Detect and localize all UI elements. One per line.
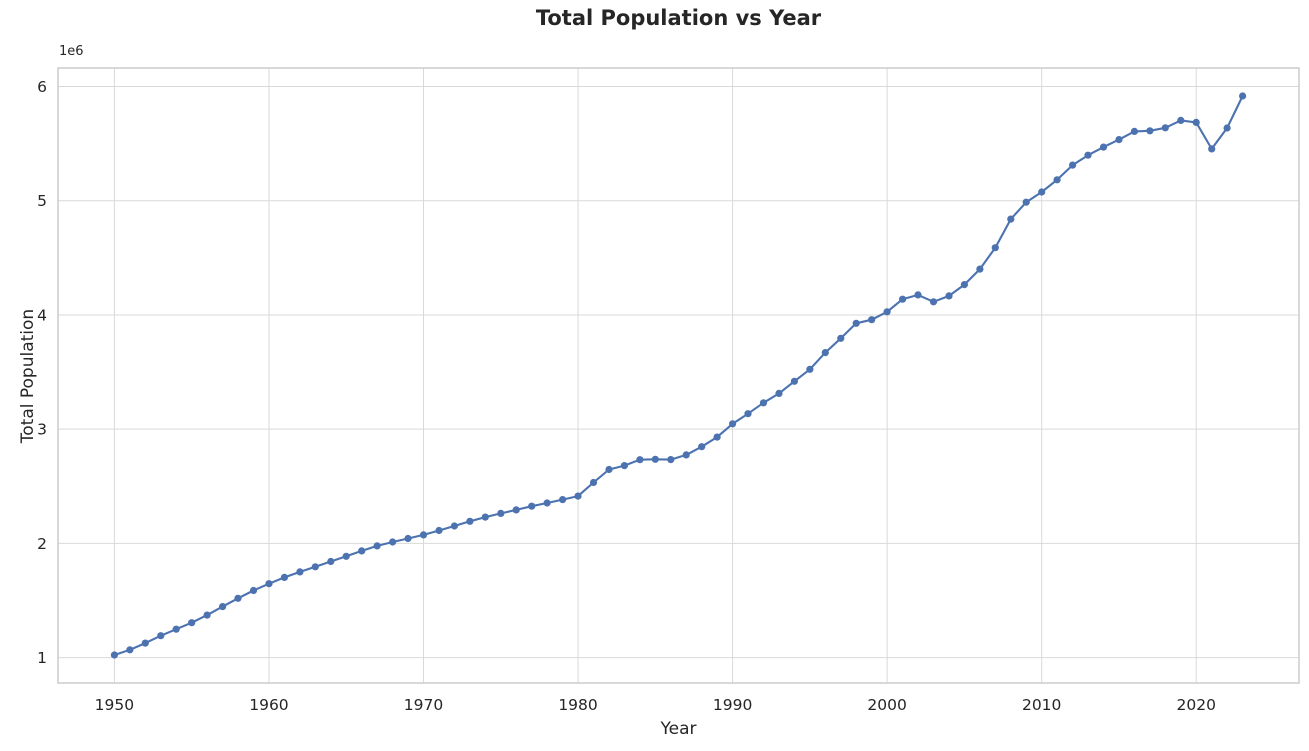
y-tick-label: 5	[37, 192, 47, 210]
x-tick-label: 1960	[249, 696, 288, 714]
data-point-marker	[373, 542, 381, 550]
x-axis-label: Year	[660, 719, 697, 739]
data-point-marker	[311, 563, 319, 571]
data-point-marker	[790, 377, 799, 385]
data-point-marker	[1007, 215, 1015, 223]
data-point-marker	[1069, 161, 1077, 169]
data-point-marker	[1115, 136, 1123, 144]
y-tick-label: 4	[37, 306, 47, 324]
y-axis-offset-label: 1e6	[59, 44, 84, 59]
data-point-marker	[806, 365, 814, 373]
data-point-marker	[1239, 92, 1247, 100]
y-axis-label: Total Population	[18, 308, 38, 444]
data-point-marker	[1099, 143, 1108, 151]
data-point-marker	[157, 632, 165, 640]
data-point-marker	[296, 568, 304, 576]
data-point-marker	[605, 465, 613, 474]
x-tick-label: 1980	[558, 696, 597, 714]
data-point-marker	[821, 349, 829, 357]
data-point-marker	[559, 496, 567, 504]
data-point-marker	[744, 410, 752, 418]
data-point-marker	[837, 334, 845, 342]
data-point-marker	[620, 462, 629, 470]
data-point-marker	[991, 244, 999, 252]
x-tick-label: 1970	[404, 696, 443, 714]
data-point-marker	[450, 522, 458, 530]
data-point-marker	[945, 292, 953, 300]
data-point-marker	[574, 492, 582, 500]
data-point-marker	[1177, 116, 1185, 124]
data-point-marker	[636, 456, 644, 464]
data-point-marker	[698, 443, 706, 451]
x-tick-label: 2010	[1022, 696, 1061, 714]
data-point-marker	[1223, 124, 1231, 132]
data-point-marker	[497, 509, 505, 517]
data-point-marker	[1161, 124, 1169, 132]
data-point-marker	[1022, 198, 1030, 206]
data-point-marker	[682, 451, 690, 459]
data-point-marker	[899, 295, 907, 303]
data-point-marker	[188, 619, 196, 627]
data-point-marker	[512, 506, 520, 514]
data-point-marker	[110, 651, 118, 659]
data-point-marker	[126, 646, 134, 654]
data-point-marker	[219, 603, 227, 611]
data-point-marker	[389, 538, 397, 546]
data-point-marker	[883, 308, 891, 316]
data-point-marker	[713, 433, 721, 441]
data-point-marker	[868, 316, 876, 324]
x-tick-label: 2000	[867, 696, 906, 714]
data-point-marker	[280, 573, 288, 582]
data-point-marker	[775, 389, 783, 397]
y-tick-label: 3	[37, 421, 47, 439]
series-line	[113, 94, 1244, 657]
data-point-marker	[543, 499, 551, 507]
x-tick-label: 1950	[95, 696, 134, 714]
data-point-marker	[342, 552, 350, 560]
data-point-marker	[1208, 145, 1216, 153]
data-point-marker	[914, 291, 922, 299]
data-point-marker	[435, 526, 443, 535]
data-point-marker	[960, 281, 969, 289]
data-point-marker	[1084, 151, 1092, 159]
data-point-marker	[404, 534, 412, 543]
data-point-marker	[172, 625, 180, 633]
data-point-marker	[759, 399, 768, 407]
data-point-marker	[852, 319, 860, 327]
y-tick-label: 6	[37, 78, 47, 96]
data-point-marker	[234, 594, 242, 602]
data-point-marker	[358, 547, 366, 555]
data-point-marker	[1146, 127, 1154, 135]
data-point-marker	[528, 502, 536, 510]
data-point-marker	[265, 580, 273, 588]
data-point-marker	[481, 513, 489, 521]
data-point-marker	[667, 456, 675, 464]
plot-border	[57, 67, 1300, 684]
data-point-marker	[929, 298, 938, 306]
data-point-marker	[1038, 188, 1046, 196]
data-point-marker	[249, 586, 258, 595]
x-tick-label: 2020	[1177, 696, 1216, 714]
y-tick-label: 2	[37, 535, 47, 553]
data-point-marker	[141, 639, 149, 647]
data-point-marker	[976, 265, 984, 273]
chart-title: Total Population vs Year	[535, 6, 822, 30]
data-point-marker	[466, 517, 474, 525]
y-tick-label: 1	[37, 649, 47, 667]
data-point-marker	[589, 478, 598, 487]
data-point-marker	[203, 611, 211, 619]
data-point-marker	[1130, 127, 1138, 135]
data-point-marker	[1192, 118, 1200, 126]
data-point-marker	[651, 455, 659, 463]
data-point-marker	[729, 420, 737, 428]
x-tick-label: 1990	[713, 696, 752, 714]
data-point-marker	[419, 531, 428, 539]
data-point-marker	[1053, 176, 1061, 184]
data-point-marker	[327, 557, 335, 566]
